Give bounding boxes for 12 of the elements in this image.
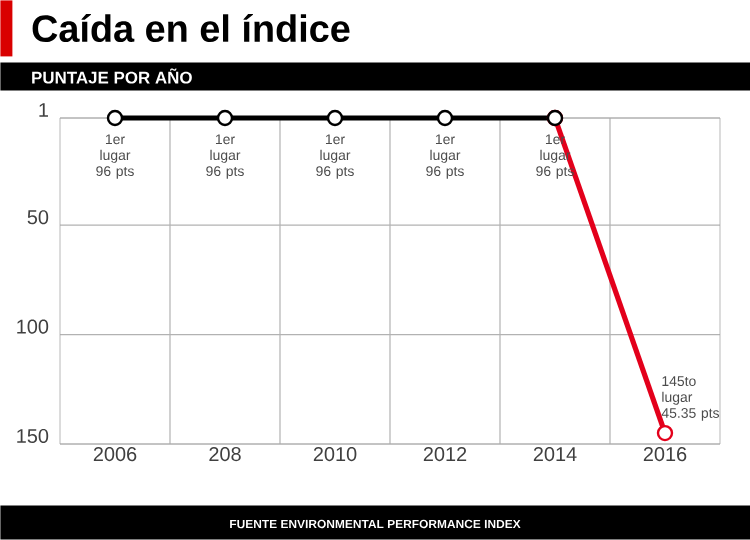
chart-title: Caída en el índice bbox=[32, 13, 350, 43]
x-tick-label: 2016 bbox=[643, 447, 687, 462]
x-tick-label: 208 bbox=[209, 447, 241, 462]
x-tick-label: 2006 bbox=[93, 447, 137, 462]
chart-subtitle: PUNTAJE POR AÑO bbox=[32, 68, 192, 84]
x-tick-label: 2012 bbox=[423, 447, 467, 462]
x-tick-label: 2014 bbox=[533, 447, 577, 462]
y-tick-label: 100 bbox=[17, 319, 49, 334]
x-tick-label: 2010 bbox=[313, 447, 357, 462]
y-tick-label: 50 bbox=[27, 210, 49, 225]
y-tick-label: 1 bbox=[39, 103, 48, 117]
y-tick-label: 150 bbox=[17, 428, 49, 444]
